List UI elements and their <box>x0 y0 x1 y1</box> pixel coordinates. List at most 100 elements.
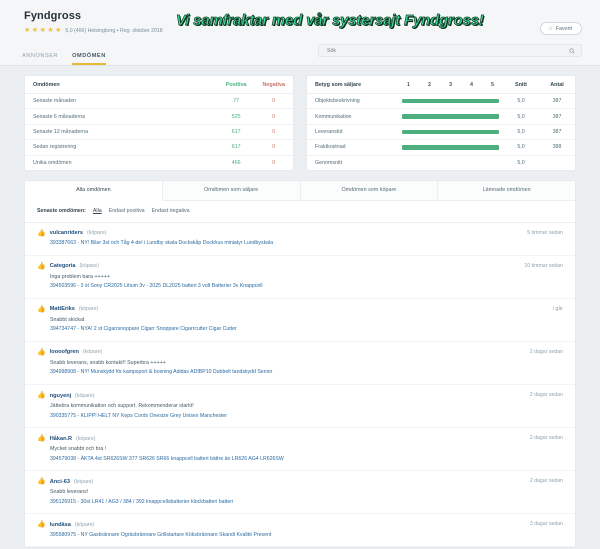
col-snitt: Snitt <box>503 76 539 94</box>
summary-positiva[interactable]: 77 <box>217 93 255 110</box>
reviews-summary-table: Omdömen Positiva Negativa Senaste månade… <box>25 76 293 170</box>
rating-label: Objektsbeskrivning <box>307 93 398 110</box>
favorit-button[interactable]: ☆ Favorit <box>539 22 582 35</box>
search-input[interactable] <box>325 46 569 55</box>
review-username[interactable]: MattEriks <box>49 306 75 313</box>
review-comment: Jättebra kommunikation och support. Reko… <box>50 403 194 409</box>
review-item-link[interactable]: 393387663 - NY! Bilar 3st och Tåg 4-del … <box>50 240 274 247</box>
review-item: 3 dagar sedan 👍 lundäsa (köpare) 395580975 -… <box>25 514 575 548</box>
rating-snitt: 5,0 <box>503 139 539 156</box>
table-row: Unika omdömen 466 0 <box>25 155 293 170</box>
table-row-average: Genomsnitt 5,0 <box>307 155 575 170</box>
page-title: Fyndgross <box>24 10 82 22</box>
tab-annonser[interactable]: ANNONSER <box>22 52 59 59</box>
review-item-link[interactable]: 394579038 - ÄKTA 4st SR626SW 377 SR626 S… <box>50 455 284 462</box>
rating-bar <box>398 124 503 141</box>
review-time: 3 dagar sedan <box>529 521 563 528</box>
review-time: 10 timmar sedan <box>524 262 563 269</box>
table-header-row: Betyg som säljare 1 2 3 4 5 Snitt Antal <box>307 76 575 94</box>
review-comment: Snabb leverans! <box>50 489 89 496</box>
summary-positiva[interactable]: 617 <box>217 139 255 156</box>
thumbs-up-icon: 👍 <box>37 305 46 313</box>
scale-4: 4 <box>461 76 482 94</box>
summary-negativa: 0 <box>254 139 293 156</box>
review-item-link[interactable]: 390335775 - KLIPP! HELT NY Keps Cords On… <box>50 412 228 419</box>
review-header: 👍 Categoria (köpare) <box>37 263 563 270</box>
review-username[interactable]: lundäsa <box>49 521 71 528</box>
review-filter-segments: Alla omdömen Omdömen som säljare Omdömen s… <box>25 180 575 201</box>
review-item: 2 dagar sedan 👍 nguyenj (köpare) Jättebra ko… <box>25 385 575 429</box>
summary-label: Senaste månaden <box>25 93 218 110</box>
rating-snitt: 5,0 <box>503 108 539 125</box>
review-item-link[interactable]: 395580975 - NY Gasbrännare Ogräsbrännare… <box>50 531 272 538</box>
reviews-panel: Alla omdömen Omdömen som säljare Omdömen s… <box>24 179 576 549</box>
thumbs-up-icon: 👍 <box>37 229 46 237</box>
review-time: 2 dagar sedan <box>529 348 563 355</box>
review-role: (köpare) <box>74 521 95 528</box>
segment-omdömen-som-säljare[interactable]: Omdömen som säljare <box>162 180 301 201</box>
segment-alla-omdömen[interactable]: Alla omdömen <box>25 180 163 201</box>
search-box[interactable] <box>318 44 582 57</box>
main-tabs: ANNONSER OMDÖMEN <box>0 46 600 66</box>
review-username[interactable]: nguyenj <box>49 392 72 399</box>
shop-meta: ★ ★ ★ ★ ★ 5,0 (466) Helsingborg • Reg. o… <box>24 25 600 36</box>
review-time: i går <box>552 305 563 312</box>
review-item-link[interactable]: 394734747 - NYA! 2 st Cigarrsnoppare Cig… <box>50 326 237 333</box>
review-item-link[interactable]: 394998908 - NY! Munskydd för kampsport &… <box>50 369 273 376</box>
star-icon: ★ <box>39 27 46 34</box>
search-icon[interactable] <box>569 48 575 54</box>
review-username[interactable]: Categoria <box>49 263 76 270</box>
subfilter-endast-negativa[interactable]: Endast negativa <box>151 207 190 214</box>
star-icon: ★ <box>24 27 31 34</box>
review-item: 10 timmar sedan 👍 Categoria (köpare) Inga pr… <box>25 256 575 299</box>
scale-2: 2 <box>419 76 440 94</box>
scale-5: 5 <box>482 76 503 94</box>
review-comment: Snabb leverans, snabb kontakt!! Superbra… <box>50 359 166 366</box>
rating-bar <box>398 108 503 125</box>
reviews-summary-card: Omdömen Positiva Negativa Senaste månade… <box>24 75 294 171</box>
star-outline-icon: ☆ <box>547 25 554 32</box>
review-role: (köpare) <box>82 349 103 356</box>
rating-antal: 387 <box>539 124 575 141</box>
table-row: Sedan registrering 617 0 <box>25 139 293 156</box>
summary-positiva[interactable]: 617 <box>217 124 255 141</box>
table-row: Objektsbeskrivning 5,0 387 <box>307 93 575 110</box>
summary-positiva[interactable]: 466 <box>231 159 241 166</box>
page-body: Omdömen Positiva Negativa Senaste månade… <box>0 66 600 549</box>
star-icon: ★ <box>47 27 54 34</box>
table-row: Fraktkostnad 5,0 388 <box>307 139 575 156</box>
shop-meta-text: 5,0 (466) Helsingborg • Reg. oktober 201… <box>65 27 163 34</box>
shop-header: Fyndgross ★ ★ ★ ★ ★ 5,0 (466) Helsingbor… <box>0 0 600 66</box>
tab-omdomen[interactable]: OMDÖMEN <box>72 53 106 65</box>
review-item-link[interactable]: 394503596 - 3 st Sony CR2025 Litium 3v -… <box>50 283 263 290</box>
rating-snitt: 5,0 <box>503 93 539 110</box>
review-username[interactable]: vulcanriders <box>49 230 83 237</box>
review-header: 👍 vulcanriders (köpare) <box>37 230 563 237</box>
segment-lämnade-omdömen[interactable]: Lämnade omdömen <box>438 180 575 201</box>
summary-label: Senaste 6 månaderna <box>25 108 218 125</box>
rating-stars: ★ ★ ★ ★ ★ <box>24 27 61 34</box>
review-role: (köpare) <box>75 392 95 399</box>
summary-negativa: 0 <box>254 108 293 125</box>
rating-bar <box>398 93 503 110</box>
scale-1: 1 <box>398 76 419 94</box>
rating-antal: 387 <box>539 93 575 110</box>
summary-positiva[interactable]: 525 <box>217 108 255 125</box>
thumbs-up-icon: 👍 <box>37 392 46 399</box>
review-comment: Mycket snabbt och bra ! <box>50 446 107 453</box>
review-role: (köpare) <box>79 263 99 270</box>
subfilter-alla[interactable]: Alla <box>92 207 102 214</box>
review-header: 👍 MattEriks (köpare) <box>37 306 563 313</box>
review-item-link[interactable]: 395126915 - 30st LR41 / AG3 / 384 / 392 … <box>50 498 234 505</box>
table-header-row: Omdömen Positiva Negativa <box>25 76 293 94</box>
review-time: 2 dagar sedan <box>529 435 563 442</box>
review-username[interactable]: Håkan.R <box>49 435 73 442</box>
rating-label: Leveranstid <box>307 124 398 141</box>
segment-omdömen-som-köpare[interactable]: Omdömen som köpare <box>300 180 439 201</box>
review-username[interactable]: loooofgren <box>49 349 79 356</box>
scale-3: 3 <box>440 76 461 94</box>
review-username[interactable]: Anci-63 <box>49 478 70 485</box>
rating-antal: 388 <box>539 139 575 156</box>
subfilter-endast-positiva[interactable]: Endast positiva <box>108 207 145 214</box>
summary-negativa: 0 <box>272 159 276 166</box>
